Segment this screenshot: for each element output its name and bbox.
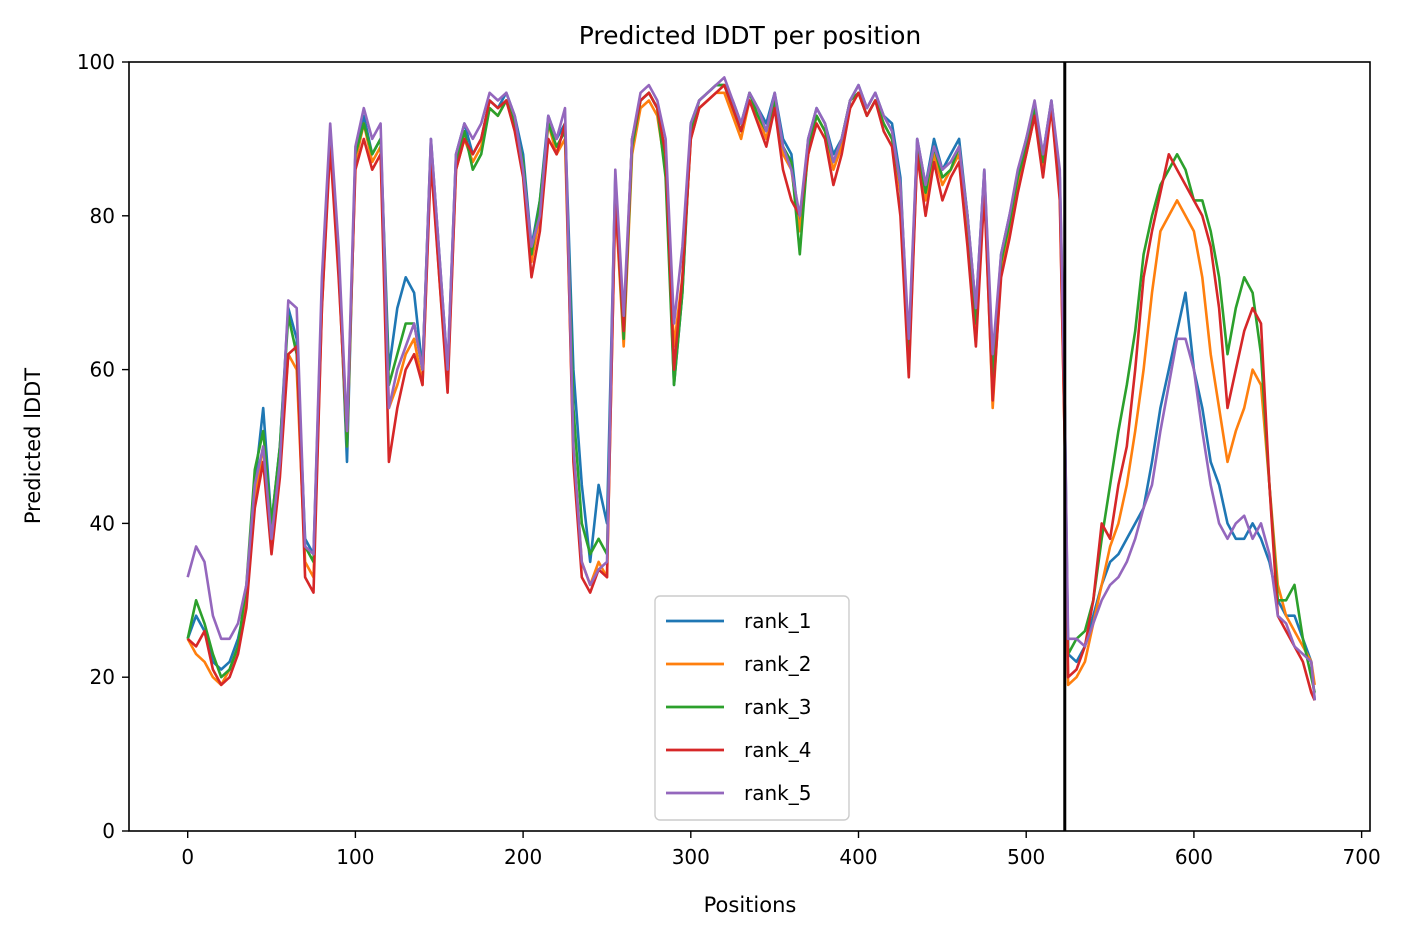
x-axis-label: Positions xyxy=(704,893,797,917)
plot-lines xyxy=(186,76,1316,701)
legend-label-rank-5: rank_5 xyxy=(744,781,811,805)
legend-label-rank-3: rank_3 xyxy=(744,695,811,719)
y-axis: 0 20 40 60 80 100 xyxy=(77,50,129,843)
series-line-rank-3 xyxy=(186,83,1316,693)
y-tick-label: 0 xyxy=(102,819,115,843)
x-tick-label: 700 xyxy=(1343,845,1381,869)
chart-title: Predicted lDDT per position xyxy=(579,21,921,50)
plot-frame xyxy=(128,61,1371,832)
x-tick-label: 100 xyxy=(336,845,374,869)
x-tick-label: 400 xyxy=(839,845,877,869)
legend-box xyxy=(654,595,850,821)
x-tick-label: 600 xyxy=(1175,845,1213,869)
x-tick-label: 200 xyxy=(504,845,542,869)
y-tick-label: 100 xyxy=(77,50,115,74)
y-tick-label: 60 xyxy=(90,358,115,382)
y-tick-label: 80 xyxy=(90,204,115,228)
series-line-rank-5 xyxy=(186,76,1316,701)
x-tick-label: 0 xyxy=(181,845,194,869)
legend-label-rank-2: rank_2 xyxy=(744,652,811,676)
y-axis-label: Predicted lDDT xyxy=(21,368,45,524)
y-tick-label: 20 xyxy=(90,665,115,689)
legend-label-rank-1: rank_1 xyxy=(744,609,811,633)
series-line-rank-4 xyxy=(186,83,1316,701)
x-axis: 0 100 200 300 400 500 600 700 xyxy=(181,831,1381,869)
legend-label-rank-4: rank_4 xyxy=(744,738,811,762)
x-tick-label: 300 xyxy=(672,845,710,869)
y-tick-label: 40 xyxy=(90,511,115,535)
x-tick-label: 500 xyxy=(1007,845,1045,869)
legend: rank_1 rank_2 rank_3 rank_4 rank_5 xyxy=(654,595,850,821)
